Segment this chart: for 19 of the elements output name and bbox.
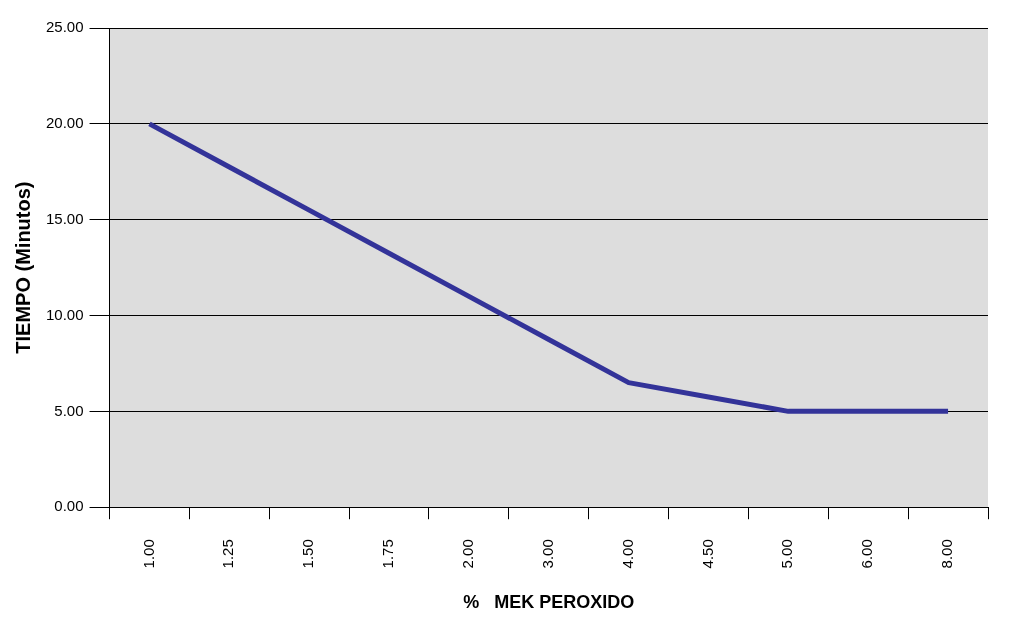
y-tick-label: 5.00	[54, 401, 84, 419]
y-tick-label: 15.00	[45, 209, 84, 227]
x-tick-label: 8.00	[938, 539, 956, 569]
x-tick-label: 1.75	[379, 539, 397, 569]
x-tick-label: 4.00	[618, 539, 636, 569]
x-tick-label: 1.25	[219, 539, 237, 569]
y-axis-title: TIEMPO (Minutos)	[11, 181, 34, 354]
x-axis-title: % MEK PEROXIDO	[463, 592, 635, 613]
x-tick-label: 6.00	[858, 539, 876, 569]
y-tick-label: 10.00	[45, 305, 84, 323]
x-tick-label: 3.00	[538, 539, 556, 569]
x-tick-label: 1.50	[299, 539, 317, 569]
y-tick-label: 0.00	[54, 497, 84, 515]
x-tick-label: 4.50	[698, 539, 716, 569]
y-tick-label: 20.00	[45, 113, 84, 131]
x-tick-label: 1.00	[139, 539, 157, 569]
x-tick-label: 2.00	[459, 539, 477, 569]
x-tick-label: 5.00	[778, 539, 796, 569]
y-tick-label: 25.00	[45, 18, 84, 36]
